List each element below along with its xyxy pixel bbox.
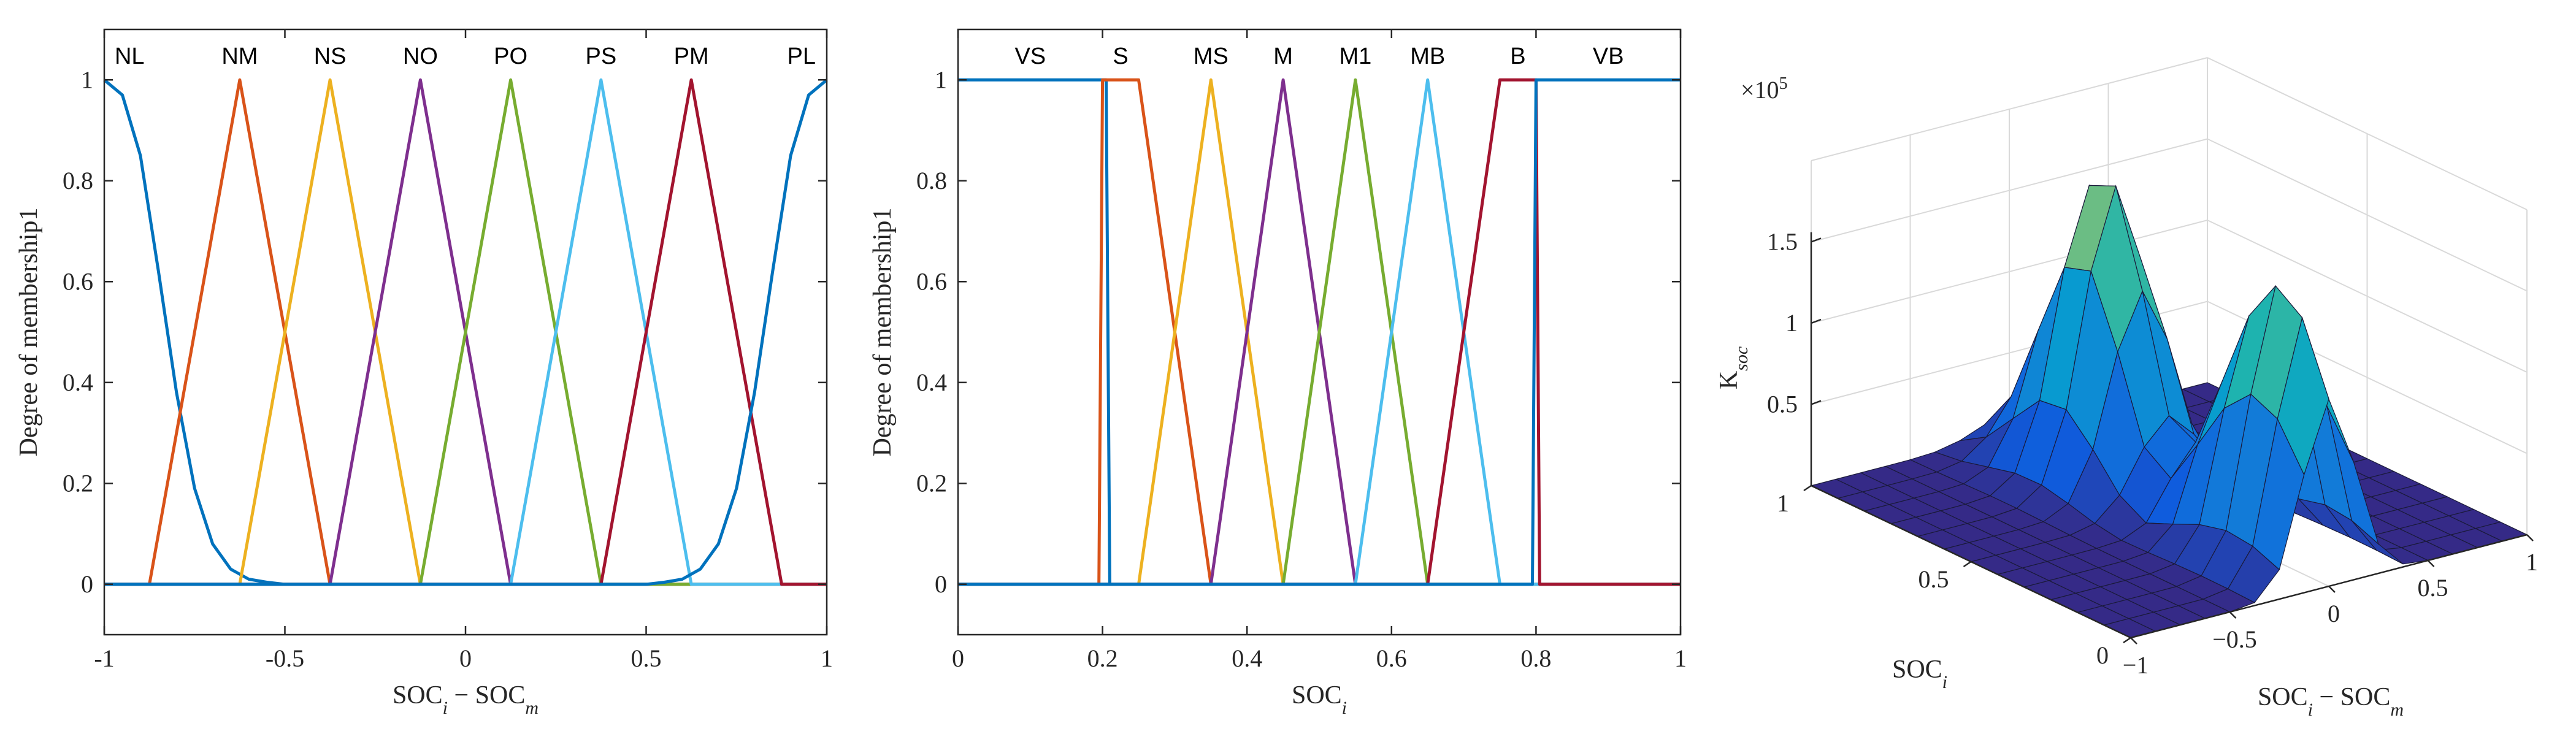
- y-tick-label: 0.2: [63, 469, 93, 497]
- x-tick-label: 0.4: [1232, 644, 1262, 672]
- y-tick-mark: [1803, 484, 1812, 492]
- y-tick-label: 0.4: [916, 369, 947, 396]
- x-tick-label: 0: [459, 644, 472, 672]
- x-tick-label: 0.8: [1520, 644, 1551, 672]
- mf-label-pl: PL: [788, 44, 816, 69]
- x-tick-mark: [2328, 586, 2336, 593]
- y-tick-label: 1: [81, 66, 93, 93]
- y-axis-label: Degree of membership1: [15, 208, 43, 457]
- z-tick-label: 1: [1785, 309, 1798, 337]
- x-axis-label: SOCi − SOCm: [393, 681, 539, 718]
- series-line-po: [104, 78, 827, 586]
- x-tick-label: 1: [2526, 548, 2538, 576]
- y-tick-mark: [1963, 560, 1972, 568]
- y-tick-label: 0: [81, 570, 93, 598]
- mf-label-nl: NL: [115, 44, 145, 69]
- x-tick-label: 0: [952, 644, 964, 672]
- x-tick-mark: [2526, 534, 2534, 541]
- z-exponent-label: ×105: [1741, 74, 1788, 104]
- mf-label-vs: VS: [1014, 44, 1046, 69]
- series-line-pl: [104, 78, 828, 586]
- x-tick-label: 0: [2328, 600, 2340, 627]
- y-tick-label: 0: [2096, 641, 2109, 669]
- z-tick-mark: [1811, 318, 1822, 324]
- mf-label-po: PO: [494, 44, 527, 69]
- x-axis-label: SOCi: [1292, 681, 1347, 718]
- x-tick-label: 0.5: [631, 644, 662, 672]
- x-tick-label: -1: [94, 644, 114, 672]
- y-tick-label: 0.8: [63, 167, 93, 194]
- mf-label-m1: M1: [1340, 44, 1372, 69]
- back-top-edge-right: [2207, 57, 2528, 210]
- mf-label-ns: NS: [314, 44, 347, 69]
- y-tick-label: 1: [1777, 489, 1789, 517]
- z-tick-mark: [1811, 237, 1822, 243]
- y-tick-label: 1: [935, 66, 947, 93]
- back-top-edge: [1811, 57, 2208, 161]
- mf-label-mb: MB: [1410, 44, 1445, 69]
- y-axis-label: Degree of membership1: [868, 208, 897, 457]
- y-tick-label: 0: [935, 570, 947, 598]
- mf-label-ps: PS: [586, 44, 617, 69]
- plot-frame: [957, 28, 1682, 636]
- mf-label-nm: NM: [221, 44, 258, 69]
- surface-chart-ksoc: 0.5 1 1.5 0 0.5 1 −1 −0.5 0 0.5 1 ×105 Ksoc SOCi SOCi …: [1715, 57, 2538, 720]
- y-tick-label: 0.8: [916, 167, 947, 194]
- y-tick-label: 0.6: [63, 267, 93, 295]
- series-line-vb: [958, 78, 1681, 586]
- x-tick-label: 1: [1674, 644, 1687, 672]
- membership-chart-soc-difference: -1 -0.5 0 0.5 1 0 0.2 0.4 0.6 0.8 1 NL NM NS NO PO PS PM P…: [15, 28, 833, 718]
- mf-label-s: S: [1113, 44, 1128, 69]
- mf-label-no: NO: [403, 44, 438, 69]
- y-tick-label: 0.6: [916, 267, 947, 295]
- z-tick-label: 0.5: [1767, 391, 1798, 418]
- y-tick-label: 0.4: [63, 369, 93, 396]
- series-line-m1: [958, 78, 1681, 586]
- y-axis-label: SOCi: [1892, 656, 1947, 692]
- mf-label-m: M: [1273, 44, 1293, 69]
- mf-label-pm: PM: [674, 44, 709, 69]
- x-tick-mark: [2427, 560, 2435, 567]
- x-tick-mark: [2229, 611, 2237, 619]
- z-tick-mark: [1811, 400, 1822, 405]
- membership-chart-soc: 0 0.2 0.4 0.6 0.8 1 0 0.2 0.4 0.6 0.8 1 VS S MS M M1 MB B V…: [868, 28, 1687, 718]
- z-tick-label: 1.5: [1767, 228, 1798, 256]
- y-tick-mark: [2123, 637, 2131, 644]
- z-axis-label: Ksoc: [1715, 346, 1752, 389]
- x-tick-label: 1: [821, 644, 833, 672]
- mf-label-vb: VB: [1593, 44, 1624, 69]
- y-tick-label: 0.5: [1919, 565, 1949, 593]
- mf-label-ms: MS: [1194, 44, 1229, 69]
- y-tick-label: 0.2: [916, 469, 947, 497]
- x-tick-label: −0.5: [2212, 625, 2257, 653]
- x-tick-label: 0.2: [1087, 644, 1118, 672]
- mf-label-b: B: [1510, 44, 1525, 69]
- x-tick-mark: [2130, 637, 2137, 644]
- x-tick-label: 0.6: [1376, 644, 1407, 672]
- x-tick-label: −1: [2123, 651, 2149, 679]
- x-axis-label: SOCi − SOCm: [2258, 683, 2404, 720]
- x-tick-label: -0.5: [266, 644, 304, 672]
- x-tick-label: 0.5: [2418, 574, 2448, 602]
